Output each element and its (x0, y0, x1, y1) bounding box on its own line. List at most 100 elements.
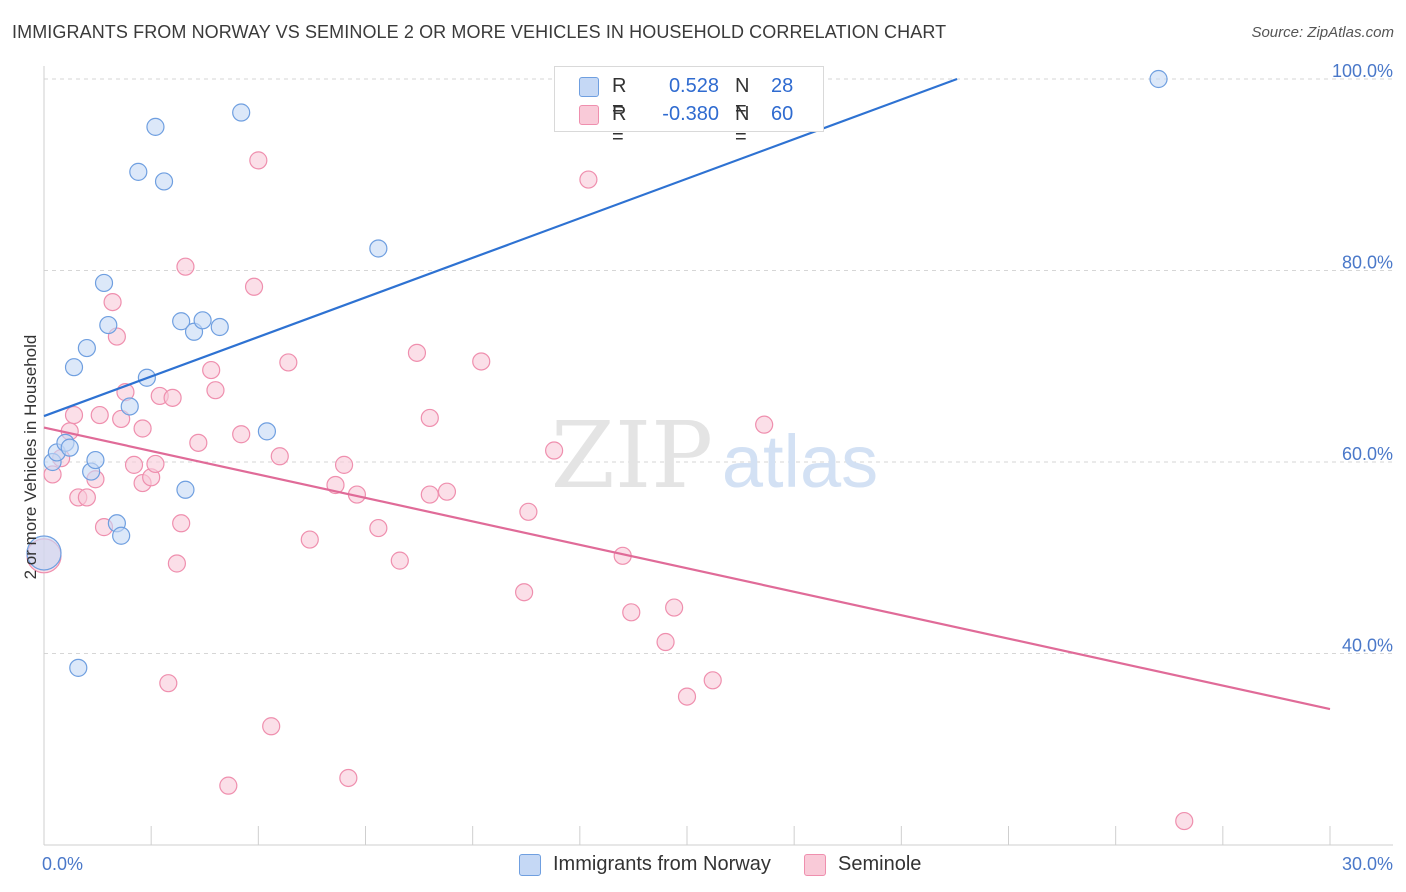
data-point-seminole (124, 455, 144, 474)
legend-n-value: 60 (771, 103, 794, 125)
data-point-norway (257, 422, 277, 441)
data-point-norway (172, 312, 191, 331)
data-point-seminole (472, 352, 491, 371)
data-point-norway (69, 658, 88, 677)
data-point-norway (154, 172, 174, 191)
legend-swatch-pink (804, 854, 826, 876)
correlation-legend: R = 0.528 N = 28 R = -0.380 N = 60 (554, 66, 824, 148)
data-point-seminole (90, 405, 109, 425)
x-tick-label: 30.0% (1342, 854, 1393, 874)
data-point-norway (129, 162, 148, 181)
data-point-seminole (515, 583, 534, 602)
legend-r-label: R = (612, 103, 627, 148)
data-point-seminole (167, 554, 186, 573)
y-axis-title: 2 or more Vehicles in Household (21, 335, 40, 580)
legend-swatch-pink (579, 105, 599, 125)
legend-swatch-blue (579, 77, 599, 97)
data-point-seminole (579, 170, 598, 189)
legend-r-value: -0.380 (662, 103, 719, 125)
data-point-seminole (146, 454, 165, 474)
data-point-norway (86, 450, 105, 470)
data-point-seminole (369, 518, 388, 538)
data-point-norway (232, 103, 251, 122)
data-point-seminole (172, 514, 191, 533)
data-points (26, 69, 1194, 831)
y-tick-label: 40.0% (1342, 636, 1393, 656)
legend-r-label: R = (612, 75, 627, 120)
data-point-seminole (189, 433, 208, 452)
data-point-seminole (77, 488, 96, 507)
data-point-seminole (270, 447, 289, 466)
data-point-seminole (390, 551, 409, 570)
legend-swatch-blue (519, 854, 541, 876)
y-tick-label: 100.0% (1332, 61, 1393, 81)
legend-r-value: 0.528 (668, 75, 719, 97)
data-point-seminole (163, 388, 182, 407)
data-point-seminole (665, 598, 684, 617)
data-point-seminole (656, 632, 675, 652)
data-point-seminole (176, 257, 195, 276)
y-tick-label: 80.0% (1342, 253, 1393, 273)
legend-n-label: N = (735, 75, 750, 120)
x-tick-label: 0.0% (42, 854, 83, 874)
data-point-seminole (133, 419, 152, 438)
data-point-norway (77, 338, 96, 358)
data-point-seminole (249, 151, 268, 170)
data-point-seminole (420, 485, 439, 504)
data-point-seminole (407, 343, 427, 362)
data-point-norway (176, 480, 195, 499)
data-point-seminole (334, 455, 354, 474)
data-point-seminole (103, 292, 122, 312)
data-point-seminole (622, 603, 641, 622)
series-legend: Immigrants from Norway Seminole (0, 852, 1406, 878)
grid-lines (44, 78, 1393, 654)
trend-line-seminole (43, 426, 1331, 711)
data-point-norway (94, 273, 114, 293)
data-point-seminole (300, 530, 319, 549)
data-point-norway (64, 358, 84, 377)
legend-label-norway: Immigrants from Norway (553, 853, 771, 875)
watermark-atlas: atlas (722, 420, 878, 503)
data-point-norway (210, 317, 229, 337)
data-point-seminole (339, 768, 358, 788)
data-point-seminole (159, 674, 178, 693)
trend-lines (43, 77, 1331, 711)
data-point-seminole (232, 425, 251, 444)
data-point-seminole (545, 441, 564, 460)
legend-label-seminole: Seminole (838, 853, 922, 875)
data-point-seminole (1175, 811, 1194, 831)
data-point-seminole (206, 381, 225, 400)
data-point-seminole (677, 687, 697, 706)
data-point-norway (120, 397, 139, 416)
data-point-seminole (420, 408, 439, 428)
data-point-seminole (112, 409, 131, 429)
tick-labels: 40.0% 60.0% 80.0% 100.0% 0.0% 30.0% (42, 61, 1393, 874)
data-point-seminole (703, 671, 722, 690)
data-point-seminole (755, 415, 774, 434)
y-tick-label: 60.0% (1342, 444, 1393, 464)
data-point-norway (193, 311, 212, 330)
legend-n-value: 28 (771, 75, 794, 97)
data-point-seminole (202, 360, 221, 380)
data-point-seminole (279, 353, 298, 372)
data-point-seminole (519, 502, 538, 521)
data-point-seminole (219, 776, 238, 795)
chart-title: IMMIGRANTS FROM NORWAY VS SEMINOLE 2 OR … (12, 22, 947, 42)
data-point-seminole (437, 482, 457, 501)
watermark: ZIP atlas (551, 402, 878, 509)
data-point-seminole (262, 717, 281, 736)
data-point-seminole (64, 405, 84, 425)
source-label: Source: ZipAtlas.com (1251, 24, 1394, 41)
watermark-zip: ZIP (551, 402, 713, 509)
trend-line-norway (43, 77, 958, 418)
data-point-norway (146, 117, 165, 136)
axes (43, 66, 1393, 846)
data-point-norway (1149, 69, 1168, 89)
data-point-norway (26, 535, 62, 571)
data-point-norway (60, 438, 79, 457)
data-point-seminole (326, 475, 345, 495)
data-point-seminole (244, 277, 264, 296)
data-point-norway (369, 239, 388, 258)
legend-n-label: N = (735, 103, 750, 148)
